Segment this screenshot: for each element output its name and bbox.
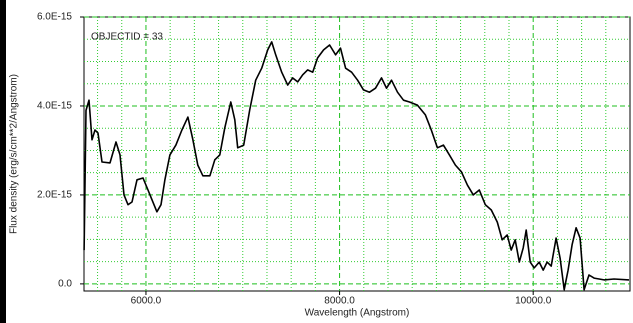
frame-edge	[0, 0, 6, 323]
spectrum-line	[83, 41, 630, 291]
x-tick-label: 6000.0	[131, 296, 162, 307]
x-axis-title: Wavelength (Angstrom)	[305, 308, 410, 319]
plot-area	[83, 16, 631, 292]
y-tick-label: 4.0E-15	[37, 101, 72, 112]
annotation: OBJECTID = 33	[91, 32, 163, 43]
y-tick-label: 2.0E-15	[37, 190, 72, 201]
marks	[83, 41, 630, 291]
y-tick-label: 0.0	[58, 279, 72, 290]
y-axis-title: Flux density (erg/s/cm**2/Angstrom)	[9, 74, 20, 234]
x-tick-label: 10000.0	[515, 296, 552, 307]
x-tick-label: 8000.0	[324, 296, 355, 307]
y-tick-label: 6.0E-15	[37, 12, 72, 23]
